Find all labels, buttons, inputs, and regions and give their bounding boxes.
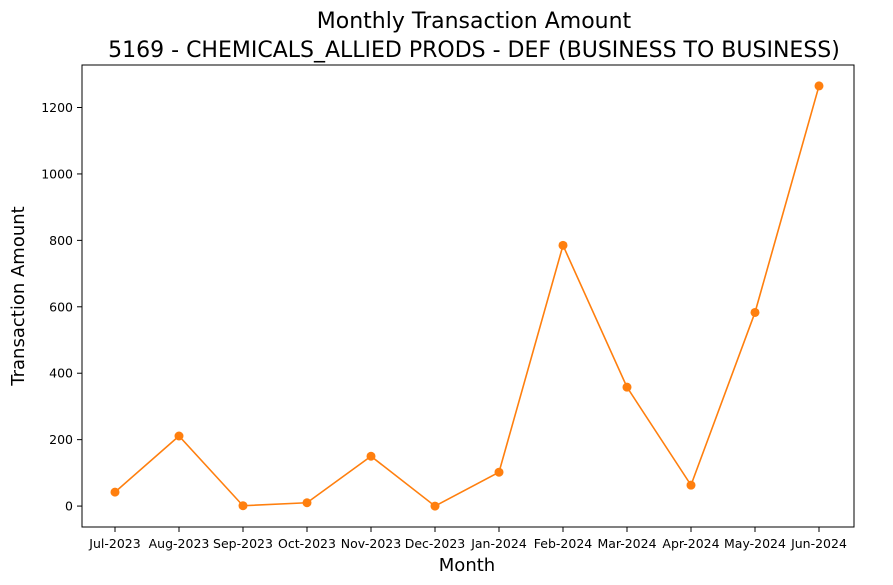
data-point [366, 451, 376, 461]
y-axis-label: Transaction Amount [8, 206, 29, 386]
x-tick-label: Apr-2024 [662, 536, 719, 551]
chart-title: Monthly Transaction Amount [317, 9, 632, 34]
x-axis-label: Month [439, 555, 495, 576]
data-point [814, 81, 824, 91]
x-tick-label: Oct-2023 [278, 536, 336, 551]
y-tick-label: 800 [49, 233, 73, 248]
x-tick-label: Nov-2023 [341, 536, 401, 551]
y-tick-label: 1200 [41, 100, 73, 115]
data-point [430, 501, 440, 511]
x-tick-label: Jan-2024 [470, 536, 527, 551]
data-point [622, 382, 632, 392]
data-point [110, 487, 120, 497]
y-tick-label: 0 [65, 499, 73, 514]
y-axis-ticks: 0 200 400 600 800 1000 1200 [41, 100, 82, 514]
y-tick-label: 400 [49, 366, 73, 381]
series-layer [110, 81, 824, 511]
data-point [494, 467, 504, 477]
x-tick-label: Sep-2023 [213, 536, 273, 551]
chart-subtitle: 5169 - CHEMICALS_ALLIED PRODS - DEF (BUS… [108, 38, 840, 63]
x-tick-label: Jul-2023 [88, 536, 140, 551]
data-point [174, 431, 184, 441]
y-tick-label: 1000 [41, 166, 73, 181]
data-point [558, 240, 568, 250]
x-tick-label: Jun-2024 [790, 536, 847, 551]
x-axis-ticks: Jul-2023 Aug-2023 Sep-2023 Oct-2023 Nov-2023… [88, 527, 847, 551]
x-tick-label: Mar-2024 [597, 536, 656, 551]
plot-frame [81, 64, 855, 528]
series-line [114, 85, 820, 508]
x-tick-label: May-2024 [724, 536, 786, 551]
x-tick-label: Feb-2024 [534, 536, 593, 551]
x-tick-label: Dec-2023 [405, 536, 466, 551]
data-point [238, 501, 248, 511]
data-point [750, 307, 760, 317]
y-tick-label: 600 [49, 299, 73, 314]
data-point [302, 498, 312, 508]
data-point [686, 480, 696, 490]
y-tick-label: 200 [49, 432, 73, 447]
x-tick-label: Aug-2023 [149, 536, 210, 551]
